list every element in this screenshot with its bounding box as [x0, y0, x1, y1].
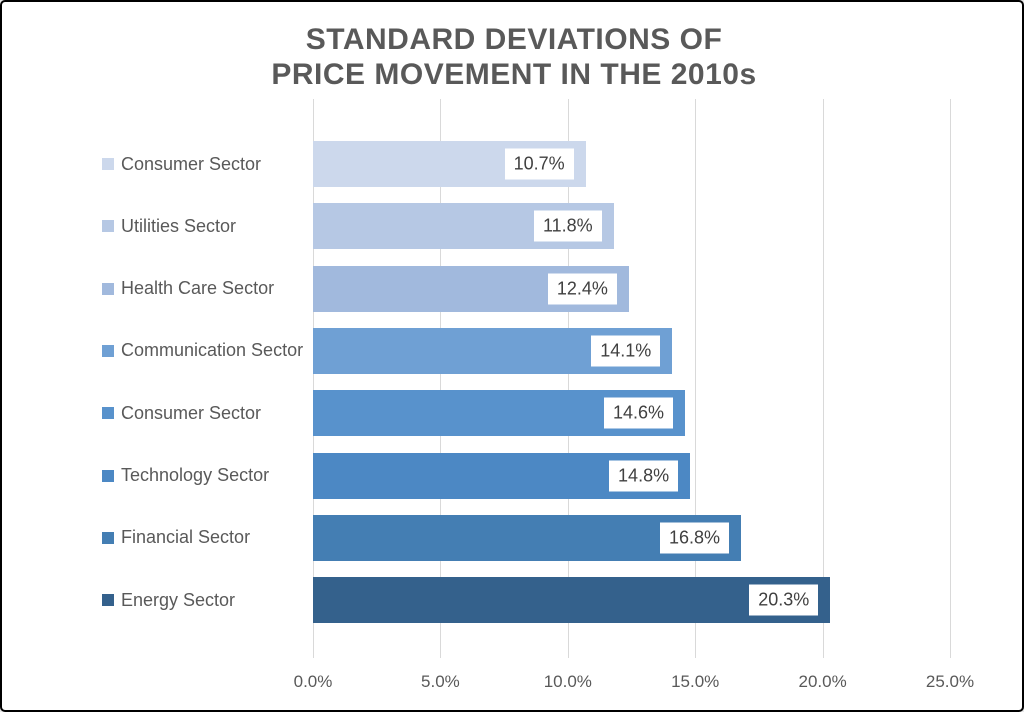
gridline-20.0% — [822, 99, 824, 658]
gridline-10.0% — [567, 99, 569, 658]
category-row-0: Consumer Sector — [102, 154, 261, 174]
bar-value-label: 16.8% — [660, 522, 730, 554]
legend-swatch-icon — [102, 344, 114, 357]
category-label: Consumer Sector — [121, 153, 262, 174]
bar-value-label: 10.7% — [504, 148, 574, 180]
category-label: Financial Sector — [121, 527, 251, 548]
bar-consumer-sector-4: 14.6% — [313, 390, 685, 437]
category-label: Communication Sector — [121, 340, 304, 361]
bar-financial-sector-6: 16.8% — [313, 514, 742, 561]
bar-value-label: 14.1% — [591, 335, 661, 367]
category-label: Health Care Sector — [121, 278, 275, 299]
x-tick-label-10.0%: 10.0% — [543, 672, 592, 691]
gridline-15.0% — [695, 99, 697, 658]
category-row-4: Consumer Sector — [102, 403, 261, 423]
gridline-0.0% — [313, 99, 314, 658]
legend-swatch-icon — [102, 469, 114, 482]
x-tick-label-20.0%: 20.0% — [798, 672, 847, 691]
bar-utilities-sector-1: 11.8% — [313, 203, 614, 250]
category-label: Utilities Sector — [121, 215, 237, 236]
category-row-2: Health Care Sector — [102, 278, 275, 299]
category-row-6: Financial Sector — [102, 527, 251, 548]
bar-communication-sector-3: 14.1% — [313, 327, 673, 374]
category-row-7: Energy Sector — [102, 590, 235, 610]
chart-title: STANDARD DEVIATIONS OF PRICE MOVEMENT IN… — [2, 22, 1022, 93]
bar-health-care-sector-2: 12.4% — [313, 265, 629, 312]
chart-title-line-2: PRICE MOVEMENT IN THE 2010s — [271, 58, 757, 92]
legend-swatch-icon — [102, 158, 114, 170]
bar-energy-sector-7: 20.3% — [313, 577, 831, 624]
legend-swatch-icon — [102, 407, 114, 420]
legend-swatch-icon — [102, 220, 114, 233]
category-row-5: Technology Sector — [102, 465, 270, 486]
category-row-3: Communication Sector — [102, 340, 304, 361]
x-tick-label-15.0%: 15.0% — [671, 672, 720, 691]
bar-consumer-sector-0: 10.7% — [313, 141, 586, 187]
legend-swatch-icon — [102, 282, 114, 295]
bar-value-label: 12.4% — [547, 273, 617, 305]
plot-area: 10.7% 11.8% 12.4% 14.1% 14.6% 14.8% 16.8% 20.3% — [313, 99, 951, 658]
category-row-1: Utilities Sector — [102, 216, 236, 236]
bar-value-label: 20.3% — [749, 584, 819, 616]
category-label: Energy Sector — [121, 589, 236, 610]
bar-technology-sector-5: 14.8% — [313, 452, 691, 499]
category-label: Consumer Sector — [121, 402, 262, 423]
legend-swatch-icon — [102, 531, 114, 544]
chart-title-line-1: STANDARD DEVIATIONS OF — [305, 23, 723, 56]
x-tick-label-0.0%: 0.0% — [293, 672, 333, 691]
category-label: Technology Sector — [121, 465, 270, 485]
gridline-5.0% — [440, 99, 442, 658]
x-tick-label-25.0%: 25.0% — [925, 672, 975, 691]
bar-value-label: 14.8% — [609, 460, 679, 491]
gridline-25.0% — [950, 99, 951, 658]
x-tick-label-5.0%: 5.0% — [421, 672, 460, 691]
bar-value-label: 11.8% — [533, 210, 602, 242]
legend-swatch-icon — [102, 594, 114, 607]
bar-value-label: 14.6% — [603, 397, 673, 429]
